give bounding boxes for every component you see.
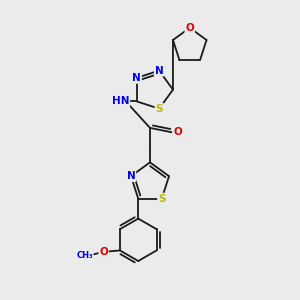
Text: S: S <box>155 104 163 114</box>
Text: N: N <box>127 171 135 181</box>
Text: N: N <box>132 73 141 83</box>
Text: S: S <box>158 194 166 204</box>
Text: N: N <box>155 66 164 76</box>
Text: O: O <box>173 127 182 137</box>
Text: HN: HN <box>112 96 129 106</box>
Text: O: O <box>99 247 108 257</box>
Text: CH₃: CH₃ <box>76 251 93 260</box>
Text: O: O <box>185 23 194 33</box>
